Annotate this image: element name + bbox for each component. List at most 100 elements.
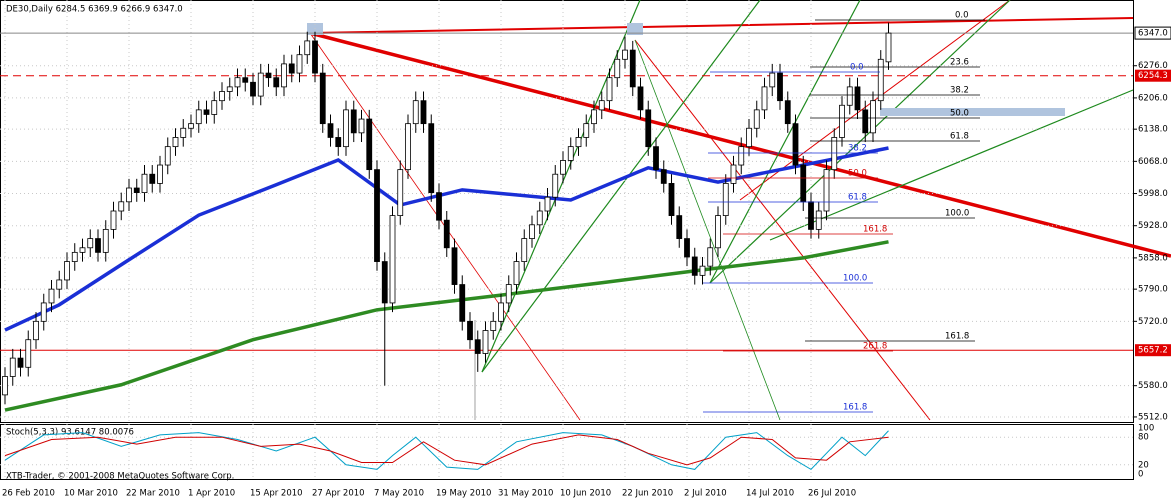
fib-label: 161.8 [945, 332, 969, 342]
candle-body [397, 169, 404, 216]
x-tick-label: 22 Jun 2010 [622, 489, 673, 499]
highlight-box [880, 108, 1065, 116]
candle-body [358, 118, 365, 134]
candle-body [436, 192, 442, 221]
candle-body [265, 72, 272, 79]
candle-body [668, 183, 675, 216]
candle-body [560, 160, 566, 175]
candle-body [327, 123, 334, 138]
candle-body [389, 215, 396, 304]
candle-body [281, 63, 287, 88]
candle-body [87, 238, 94, 249]
candle-body [304, 40, 311, 56]
candle-body [715, 215, 721, 249]
candle-body [544, 196, 551, 212]
candle-body [95, 238, 101, 253]
candle-body [870, 100, 876, 134]
x-tick-label: 31 May 2010 [498, 489, 553, 499]
y-tick-label: 6068.0 [1138, 157, 1168, 167]
candle-body [784, 100, 791, 125]
candle-body [149, 173, 156, 184]
stoch-line [4, 430, 889, 471]
price-tag-label: 6254.3 [1138, 71, 1168, 81]
candle-body [482, 330, 489, 354]
candle-body [583, 123, 590, 138]
x-tick-label: 15 Apr 2010 [250, 489, 303, 499]
candle-body [242, 77, 249, 83]
x-tick-label: 10 Mar 2010 [64, 489, 118, 499]
candle-body [707, 247, 714, 267]
fib-label: 261.8 [863, 342, 887, 352]
candle-body [885, 32, 892, 63]
x-tick-label: 1 Apr 2010 [188, 489, 235, 499]
trendline [634, 39, 781, 421]
fib-label: 38.2 [848, 144, 867, 154]
candle-body [862, 109, 869, 134]
candle-body [25, 339, 32, 368]
candle-body [637, 86, 644, 111]
candle-body [474, 339, 481, 354]
candle-body [71, 251, 78, 262]
fib-label: 50.0 [848, 169, 867, 179]
stoch-tick-label: 100 [1138, 424, 1154, 434]
candle-body [761, 86, 768, 111]
candle-body [226, 86, 233, 92]
candle-body [505, 284, 512, 304]
candle-body [490, 320, 497, 331]
candle-body [250, 81, 256, 97]
fib-label: 161.8 [863, 225, 887, 235]
candle-body [536, 210, 543, 226]
candle-body [219, 91, 225, 102]
candle-body [381, 261, 388, 304]
candle-body [498, 302, 504, 322]
candle-body [854, 86, 861, 111]
candle-body [405, 123, 411, 171]
candle-body [653, 146, 659, 171]
candle-body [660, 169, 667, 184]
candle-body [48, 288, 55, 304]
x-tick-label: 2 Jul 2010 [684, 489, 727, 499]
y-tick-label: 5998.0 [1138, 189, 1168, 199]
candle-body [567, 146, 574, 161]
main-frame [0, 0, 1134, 423]
candle-body [691, 256, 698, 276]
candle-body [126, 187, 132, 203]
candle-body [343, 109, 349, 148]
candle-body [234, 77, 241, 88]
candle-body [350, 109, 357, 134]
candle-body [141, 173, 148, 194]
candle-body [428, 123, 435, 194]
y-tick-label: 5790.0 [1138, 285, 1168, 295]
candle-body [157, 164, 163, 184]
candle-body [319, 72, 326, 125]
candle-body [164, 146, 171, 166]
x-tick-label: 19 May 2010 [436, 489, 491, 499]
candle-body [420, 100, 427, 125]
candle-body [180, 127, 187, 138]
candle-body [288, 63, 295, 74]
candle-body [257, 72, 264, 97]
fib-label: 161.8 [843, 403, 867, 413]
candle-body [877, 58, 884, 102]
y-tick-label: 5580.0 [1138, 381, 1168, 391]
fib-label: 0.0 [850, 63, 864, 73]
candle-body [622, 49, 628, 60]
stoch-line [4, 434, 889, 466]
x-tick-label: 7 May 2010 [374, 489, 424, 499]
chart-title: DE30,Daily 6284.5 6369.9 6266.9 6347.0 [6, 5, 183, 15]
candle-body [335, 137, 342, 148]
y-tick-label: 6276.0 [1138, 61, 1168, 71]
candle-body [2, 376, 8, 396]
candle-body [17, 357, 24, 368]
candle-body [366, 118, 373, 171]
candle-body [808, 201, 814, 230]
candle-body [9, 357, 16, 377]
candle-body [529, 224, 535, 239]
trendlines [307, 0, 1171, 421]
price-tag-label: 6347.0 [1138, 29, 1168, 39]
trendline [481, 0, 761, 373]
candle-body [699, 265, 706, 276]
candle-body [598, 100, 605, 111]
trendline [309, 31, 1171, 258]
candle-body [839, 104, 845, 138]
